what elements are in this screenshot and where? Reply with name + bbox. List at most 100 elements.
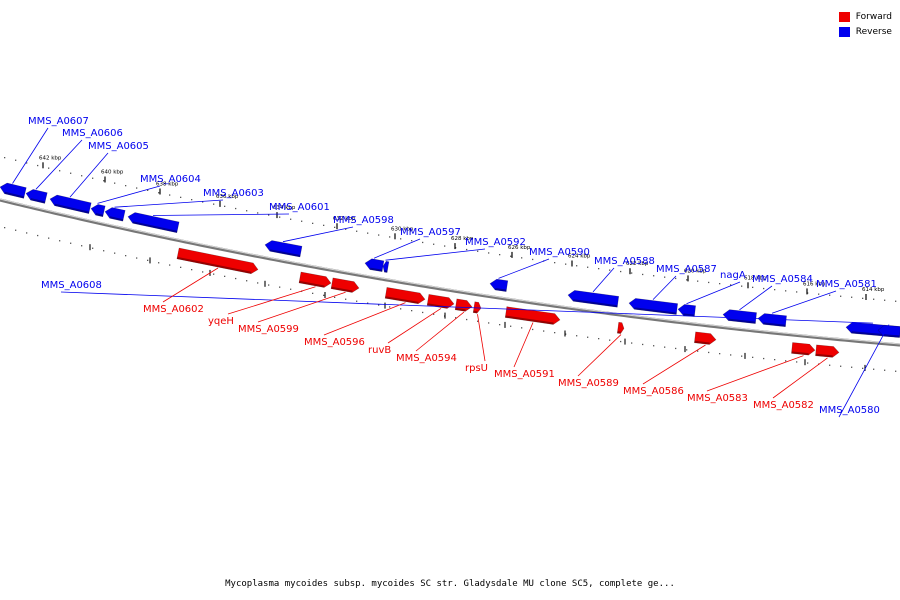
gene-arrow[interactable] [791,342,816,356]
gene-label-MMS_A0598[interactable]: MMS_A0598 [333,215,394,226]
gene-arrow[interactable] [567,290,620,308]
gene-label-MMS_A0596[interactable]: MMS_A0596 [304,337,365,348]
gene-label-MMS_A0602[interactable]: MMS_A0602 [143,304,204,315]
gene-feature-MMS_A0601[interactable] [127,211,180,234]
gene-feature-rpsU[interactable] [472,301,482,314]
gene-feature-MMS_A0588[interactable] [567,290,620,308]
gene-feature-nagA[interactable] [677,304,696,317]
scale-track-dots [565,263,567,265]
forward-swatch [838,11,850,22]
gene-arrow[interactable] [472,301,482,314]
gene-arrow[interactable] [90,203,106,218]
gene-shadow [455,307,466,312]
scale-track-dots [202,201,204,203]
gene-arrow[interactable] [382,260,390,273]
gene-feature-MMS_A0584[interactable] [722,309,757,324]
gene-feature-MMS_A0603[interactable] [104,206,126,222]
gene-feature-MMS_A0607[interactable] [0,182,27,199]
gene-label-MMS_A0597[interactable]: MMS_A0597 [400,227,461,238]
gene-arrow[interactable] [25,188,48,204]
gene-feature-MMS_A0599[interactable] [330,277,360,294]
gene-label-MMS_A0584[interactable]: MMS_A0584 [752,274,813,285]
gene-label-MMS_A0589[interactable]: MMS_A0589 [558,378,619,389]
gene-feature-MMS_A0594[interactable] [454,298,473,312]
gene-label-ruvB[interactable]: ruvB [368,345,391,356]
leader-line [257,291,346,323]
gene-label-MMS_A0580[interactable]: MMS_A0580 [819,405,880,416]
gene-arrow[interactable] [504,306,561,326]
gene-label-MMS_A0582[interactable]: MMS_A0582 [753,400,814,411]
gene-feature-MMS_A0596[interactable] [384,287,426,305]
gene-feature-yqeH[interactable] [298,271,332,289]
gene-arrow[interactable] [628,298,678,315]
gene-label-MMS_A0591[interactable]: MMS_A0591 [494,369,555,380]
gene-label-MMS_A0607[interactable]: MMS_A0607 [28,116,89,127]
gene-label-MMS_A0601[interactable]: MMS_A0601 [269,202,330,213]
gene-feature-MMS_A0590[interactable] [489,278,509,292]
gene-arrow[interactable] [49,194,92,214]
scale-track-dots [367,232,369,234]
gene-arrow[interactable] [364,258,385,272]
backbone-line [0,198,900,347]
gene-arrow[interactable] [815,344,840,358]
gene-label-MMS_A0608[interactable]: MMS_A0608 [41,280,102,291]
gene-arrow[interactable] [722,309,757,324]
gene-label-MMS_A0599[interactable]: MMS_A0599 [238,324,299,335]
gene-arrow[interactable] [489,278,509,292]
gene-label-MMS_A0594[interactable]: MMS_A0594 [396,353,457,364]
legend: Forward Reverse [838,9,892,39]
gene-arrow[interactable] [176,247,259,275]
gene-feature-MMS_A0582[interactable] [815,344,840,358]
scale-track-dots [70,172,72,174]
leader-line [12,127,49,184]
gene-feature-MMS_A0581[interactable] [757,313,787,328]
gene-label-rpsU[interactable]: rpsU [465,363,488,374]
gene-feature-ruvB[interactable] [426,294,455,309]
gene-arrow[interactable] [757,313,787,328]
gene-label-MMS_A0603[interactable]: MMS_A0603 [203,188,264,199]
leader-line [152,213,290,216]
gene-label-nagA[interactable]: nagA [720,270,746,281]
gene-arrow[interactable] [298,271,332,289]
gene-feature-MMS_A0598[interactable] [264,239,303,258]
gene-arrow[interactable] [264,239,303,258]
gene-arrow[interactable] [0,182,27,199]
gene-label-MMS_A0604[interactable]: MMS_A0604 [140,174,201,185]
gene-label-MMS_A0586[interactable]: MMS_A0586 [623,386,684,397]
gene-feature-MMS_A0602[interactable] [176,247,259,275]
gene-arrow[interactable] [127,211,180,234]
leader-line [838,324,890,418]
gene-arrow[interactable] [426,294,455,309]
forward-track-dots [796,361,798,363]
gene-feature-MMS_A0606[interactable] [25,188,48,204]
gene-arrow[interactable] [384,287,426,305]
scale-track-dots [521,257,523,259]
gene-arrow[interactable] [454,298,473,312]
gene-feature-MMS_A0583[interactable] [791,342,816,356]
gene-label-MMS_A0592[interactable]: MMS_A0592 [465,237,526,248]
gene-feature-MMS_A0587[interactable] [628,298,678,315]
gene-label-MMS_A0581[interactable]: MMS_A0581 [816,279,877,290]
gene-feature-MMS_A0591[interactable] [504,306,561,326]
leader-line [35,139,83,190]
gene-feature-MMS_A0604[interactable] [90,203,106,218]
gene-feature-MMS_A0589[interactable] [617,321,625,334]
gene-label-yqeH[interactable]: yqeH [208,316,234,327]
gene-label-MMS_A0588[interactable]: MMS_A0588 [594,256,655,267]
gene-arrow[interactable] [677,304,696,317]
gene-feature-MMS_A0592[interactable] [382,260,390,273]
gene-label-MMS_A0605[interactable]: MMS_A0605 [88,141,149,152]
gene-arrow[interactable] [617,321,625,334]
gene-arrow[interactable] [330,277,360,294]
gene-label-MMS_A0606[interactable]: MMS_A0606 [62,128,123,139]
gene-feature-MMS_A0605[interactable] [49,194,92,214]
gene-label-MMS_A0583[interactable]: MMS_A0583 [687,393,748,404]
gene-feature-MMS_A0597[interactable] [364,258,385,272]
gene-arrow[interactable] [104,206,126,222]
gene-arrow[interactable] [694,331,717,345]
forward-track-dots [620,340,622,343]
gene-label-MMS_A0590[interactable]: MMS_A0590 [529,247,590,258]
gene-feature-MMS_A0586[interactable] [694,331,717,345]
gene-shadow [132,221,178,233]
gene-label-MMS_A0587[interactable]: MMS_A0587 [656,264,717,275]
